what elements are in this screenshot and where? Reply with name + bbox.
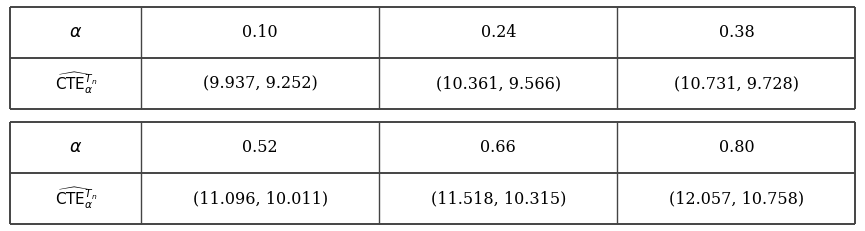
Text: (9.937, 9.252): (9.937, 9.252) bbox=[203, 75, 317, 92]
Text: $\widehat{\mathrm{CTE}}_{\alpha}^{T_n}$: $\widehat{\mathrm{CTE}}_{\alpha}^{T_n}$ bbox=[54, 71, 97, 96]
Text: $\alpha$: $\alpha$ bbox=[69, 139, 82, 156]
Text: 0.52: 0.52 bbox=[242, 139, 278, 156]
Text: 0.80: 0.80 bbox=[719, 139, 754, 156]
Text: (12.057, 10.758): (12.057, 10.758) bbox=[669, 190, 804, 207]
Text: (11.518, 10.315): (11.518, 10.315) bbox=[431, 190, 566, 207]
Text: $\alpha$: $\alpha$ bbox=[69, 24, 82, 41]
Text: 0.38: 0.38 bbox=[719, 24, 754, 41]
Text: 0.10: 0.10 bbox=[242, 24, 278, 41]
Text: 0.66: 0.66 bbox=[480, 139, 516, 156]
Text: 0.24: 0.24 bbox=[481, 24, 516, 41]
Text: $\widehat{\mathrm{CTE}}_{\alpha}^{T_n}$: $\widehat{\mathrm{CTE}}_{\alpha}^{T_n}$ bbox=[54, 186, 97, 211]
Text: (10.731, 9.728): (10.731, 9.728) bbox=[674, 75, 799, 92]
Text: (10.361, 9.566): (10.361, 9.566) bbox=[436, 75, 561, 92]
Text: (11.096, 10.011): (11.096, 10.011) bbox=[193, 190, 328, 207]
